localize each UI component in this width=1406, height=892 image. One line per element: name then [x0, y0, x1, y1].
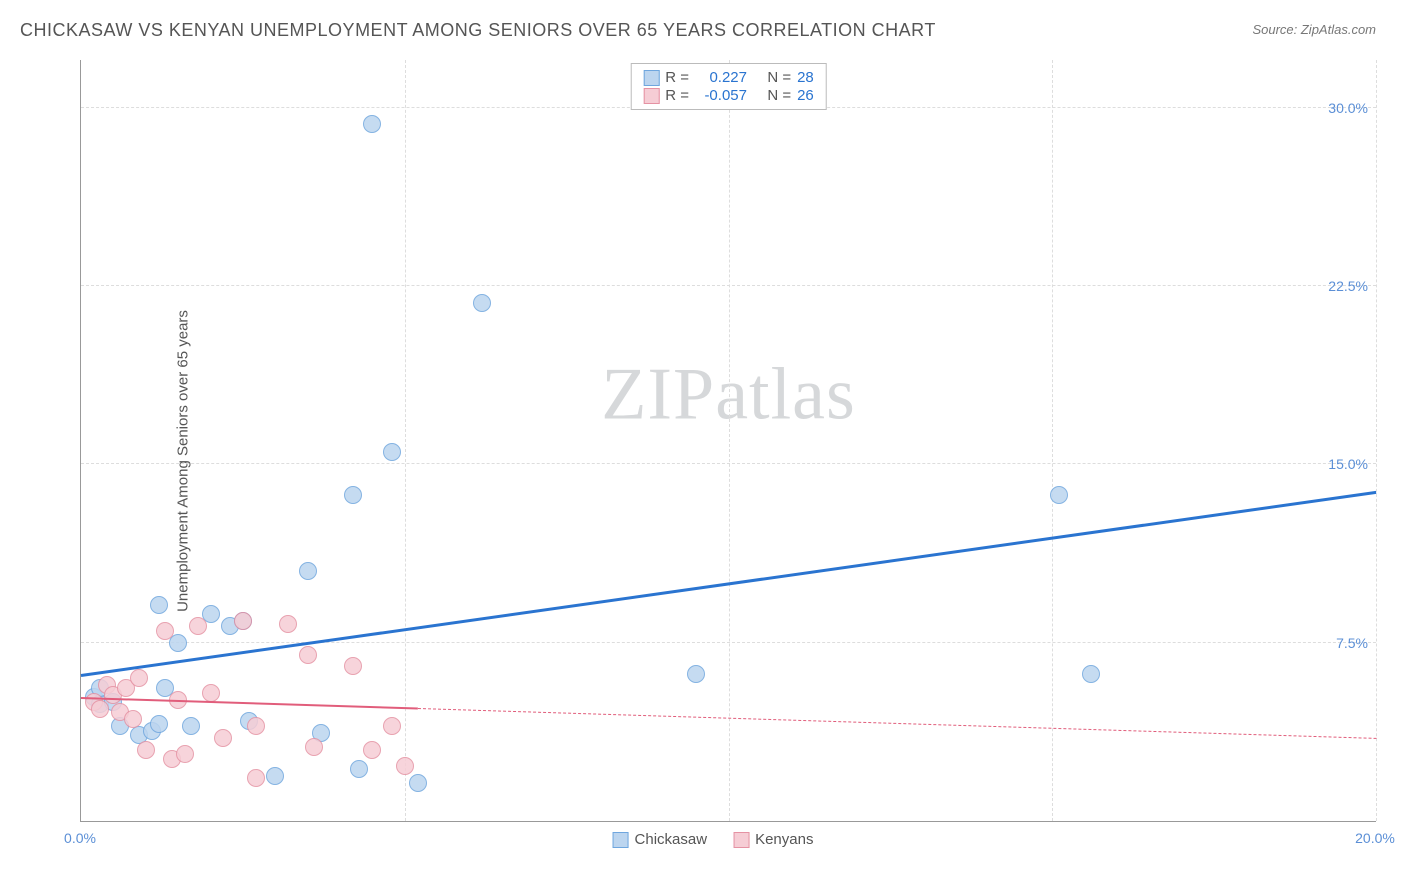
scatter-point — [189, 617, 207, 635]
y-tick: 7.5% — [1336, 635, 1368, 651]
scatter-point — [299, 646, 317, 664]
scatter-point — [299, 562, 317, 580]
scatter-point — [409, 774, 427, 792]
scatter-point — [182, 717, 200, 735]
x-tick-0: 0.0% — [64, 830, 96, 846]
scatter-point — [363, 741, 381, 759]
grid-line-v — [729, 60, 730, 821]
grid-line-v — [1376, 60, 1377, 821]
scatter-point — [1050, 486, 1068, 504]
correlation-legend: R = 0.227 N = 28 R = -0.057 N = 26 — [630, 63, 827, 110]
trend-line — [81, 697, 418, 710]
scatter-point — [176, 745, 194, 763]
watermark-bold: ZIP — [601, 353, 715, 435]
chart-container: Unemployment Among Seniors over 65 years… — [50, 60, 1376, 862]
trend-line — [418, 708, 1376, 739]
scatter-point — [91, 700, 109, 718]
n-value: 28 — [797, 69, 814, 86]
scatter-point — [473, 294, 491, 312]
n-label: N = — [767, 87, 791, 104]
legend-item-kenyans: Kenyans — [733, 831, 813, 848]
scatter-point — [363, 115, 381, 133]
scatter-point — [247, 717, 265, 735]
swatch-chickasaw — [643, 70, 659, 86]
swatch-kenyans — [643, 88, 659, 104]
r-label: R = — [665, 69, 689, 86]
scatter-point — [383, 443, 401, 461]
legend-label: Chickasaw — [635, 831, 708, 848]
legend-row-kenyans: R = -0.057 N = 26 — [643, 87, 814, 104]
r-value: -0.057 — [695, 87, 747, 104]
r-label: R = — [665, 87, 689, 104]
scatter-point — [214, 729, 232, 747]
r-value: 0.227 — [695, 69, 747, 86]
scatter-point — [202, 684, 220, 702]
scatter-point — [396, 757, 414, 775]
y-tick: 15.0% — [1328, 456, 1368, 472]
scatter-point — [383, 717, 401, 735]
scatter-point — [279, 615, 297, 633]
source-attribution: Source: ZipAtlas.com — [1252, 22, 1376, 37]
scatter-point — [137, 741, 155, 759]
scatter-point — [234, 612, 252, 630]
scatter-point — [344, 657, 362, 675]
grid-line-v — [1052, 60, 1053, 821]
scatter-point — [150, 715, 168, 733]
scatter-point — [247, 769, 265, 787]
scatter-point — [350, 760, 368, 778]
plot-area: ZIPatlas R = 0.227 N = 28 R = -0.057 N =… — [80, 60, 1376, 822]
y-tick: 30.0% — [1328, 100, 1368, 116]
scatter-point — [1082, 665, 1100, 683]
scatter-point — [305, 738, 323, 756]
series-legend: Chickasaw Kenyans — [613, 831, 814, 848]
watermark-thin: atlas — [715, 353, 856, 435]
scatter-point — [150, 596, 168, 614]
scatter-point — [344, 486, 362, 504]
scatter-point — [687, 665, 705, 683]
swatch-icon — [733, 832, 749, 848]
scatter-point — [124, 710, 142, 728]
swatch-icon — [613, 832, 629, 848]
legend-row-chickasaw: R = 0.227 N = 28 — [643, 69, 814, 86]
scatter-point — [130, 669, 148, 687]
scatter-point — [156, 622, 174, 640]
n-value: 26 — [797, 87, 814, 104]
x-tick-1: 20.0% — [1355, 830, 1395, 846]
scatter-point — [266, 767, 284, 785]
chart-title: CHICKASAW VS KENYAN UNEMPLOYMENT AMONG S… — [20, 20, 936, 41]
y-tick: 22.5% — [1328, 278, 1368, 294]
legend-item-chickasaw: Chickasaw — [613, 831, 708, 848]
n-label: N = — [767, 69, 791, 86]
legend-label: Kenyans — [755, 831, 813, 848]
